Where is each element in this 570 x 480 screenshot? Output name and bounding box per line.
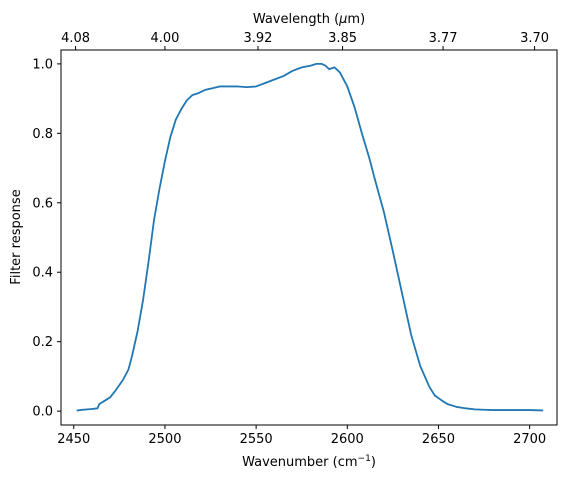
x-tick-label: 2500 <box>148 432 181 447</box>
y-tick-label: 0.8 <box>32 127 53 142</box>
filter-response-line <box>76 62 544 412</box>
x-tick-label: 2550 <box>240 432 273 447</box>
x-axis-top-title: Wavelength (μm) <box>253 12 365 27</box>
series-layer <box>76 62 544 412</box>
plot-frame <box>60 49 558 426</box>
y-tick-label: 0.0 <box>32 405 53 420</box>
x-axis-top-ticks: 4.08 4.00 3.92 3.85 3.77 3.70 <box>61 31 549 50</box>
x-axis-title: Wavenumber (cm−1) <box>242 454 376 470</box>
y-axis-title: Filter response <box>9 189 24 284</box>
x-tick-label: 2600 <box>331 432 364 447</box>
y-axis-ticks: 0.0 0.2 0.4 0.6 0.8 1.0 <box>32 57 61 420</box>
x-axis-bottom-ticks: 2450 2500 2550 2600 2650 2700 <box>57 425 546 447</box>
x-tick-label: 2450 <box>57 432 90 447</box>
top-tick-label: 3.85 <box>328 31 357 46</box>
y-tick-label: 0.4 <box>32 266 53 281</box>
top-tick-label: 4.00 <box>150 31 179 46</box>
top-tick-label: 3.70 <box>520 31 549 46</box>
y-tick-label: 0.6 <box>32 196 53 211</box>
x-tick-label: 2700 <box>513 432 546 447</box>
top-tick-label: 3.77 <box>429 31 458 46</box>
top-tick-label: 4.08 <box>61 31 90 46</box>
x-tick-label: 2650 <box>422 432 455 447</box>
y-tick-label: 1.0 <box>32 57 53 72</box>
y-tick-label: 0.2 <box>32 335 53 350</box>
top-tick-label: 3.92 <box>244 31 273 46</box>
